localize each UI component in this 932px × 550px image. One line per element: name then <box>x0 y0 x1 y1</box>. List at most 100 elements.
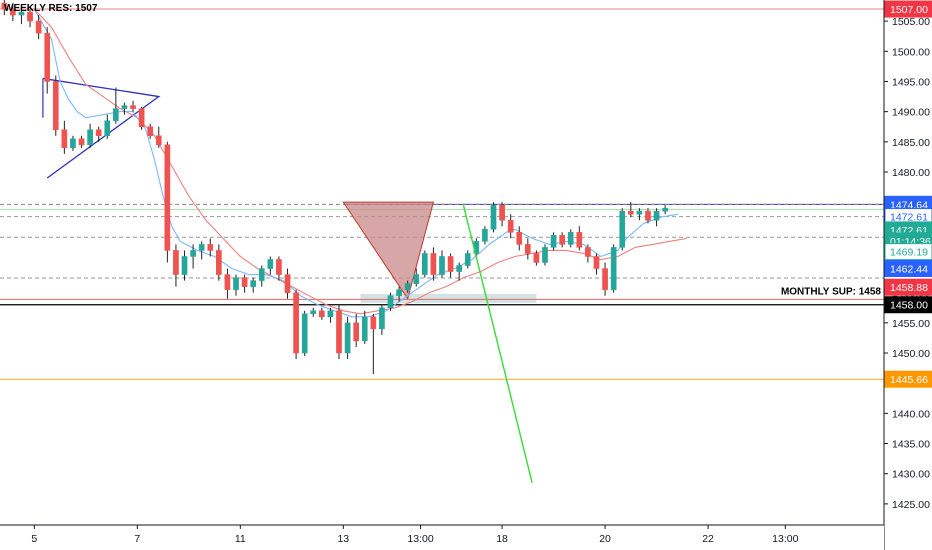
candle-body <box>121 105 128 109</box>
candle-body <box>293 292 299 354</box>
candle-body <box>619 210 626 248</box>
candle-body <box>361 316 368 342</box>
candle-body <box>542 247 548 263</box>
candle-body <box>327 310 334 318</box>
candle-body <box>602 268 608 290</box>
candle-body <box>267 259 274 269</box>
candle-body <box>653 210 660 221</box>
candle-body <box>550 235 557 248</box>
candle-body <box>61 129 68 149</box>
time-tick-label: 18 <box>496 533 508 545</box>
candle-body <box>413 274 420 284</box>
candle-body <box>224 274 231 290</box>
price-tick-label: 1455.00 <box>892 318 930 330</box>
candle-body <box>610 247 617 290</box>
price-badge <box>884 370 932 388</box>
price-tick-label: 1435.00 <box>892 439 930 451</box>
candle-body <box>344 322 351 354</box>
candle-body <box>533 253 540 263</box>
price-badge <box>884 278 932 296</box>
candle-body <box>396 289 402 296</box>
candle-body <box>516 232 523 245</box>
candle-body <box>216 250 222 275</box>
time-tick-label: 13:00 <box>772 533 798 545</box>
price-tick-label: 1500.00 <box>892 46 930 58</box>
price-badge <box>884 243 932 261</box>
candle-body <box>404 283 411 290</box>
price-tick-label: 1480.00 <box>892 167 930 179</box>
price-badge-label: 1458.00 <box>890 300 928 312</box>
candle-body <box>447 256 454 272</box>
candle-body <box>1 2 8 10</box>
candle-body <box>181 256 188 275</box>
candle-body <box>10 8 16 16</box>
time-tick-label: 5 <box>31 533 37 545</box>
candle-body <box>95 129 102 137</box>
candle-body <box>87 129 93 146</box>
candle-body <box>173 250 179 275</box>
candle-body <box>310 310 317 315</box>
candle-body <box>482 229 488 242</box>
candle-body <box>567 232 574 245</box>
time-tick-label: 7 <box>134 533 140 545</box>
candle-body <box>241 277 248 287</box>
projection-line <box>462 205 533 483</box>
candle-body <box>645 210 651 221</box>
price-badge <box>884 260 932 278</box>
triangle-pattern-lines <box>42 77 161 179</box>
candle-body <box>430 253 437 275</box>
price-badge-label: 1458.88 <box>890 282 928 294</box>
candle-body <box>585 247 591 257</box>
candle-body <box>284 274 291 293</box>
price-tick-label: 1440.00 <box>892 408 930 420</box>
time-tick-label: 22 <box>702 533 714 545</box>
price-badge-label: 1507.00 <box>890 4 928 16</box>
candle-body <box>52 81 59 130</box>
candle-body <box>164 144 171 251</box>
time-tick-label: 13 <box>337 533 349 545</box>
candle-body <box>379 307 385 330</box>
candle-body <box>27 11 33 22</box>
candle-body <box>439 256 445 275</box>
candle-body <box>593 256 600 269</box>
candle-body <box>190 250 196 257</box>
candle-body <box>130 105 136 109</box>
price-tick-label: 1490.00 <box>892 107 930 119</box>
price-badge-label: 1462.44 <box>890 264 928 276</box>
candle-body <box>627 210 634 215</box>
candle-body <box>198 244 205 251</box>
weekly-resistance-label: WEEKLY RES: 1507 <box>4 3 98 14</box>
price-badge-label: 1469.19 <box>890 247 928 259</box>
candle-body <box>18 11 25 16</box>
candle-body <box>456 265 462 272</box>
candle-body <box>499 204 505 221</box>
time-tick-label: 20 <box>599 533 611 545</box>
candle-body <box>559 235 565 245</box>
price-badge-label: 1472.61 <box>890 212 928 224</box>
time-tick-label: 13:00 <box>407 533 433 545</box>
price-badge-label: 1445.66 <box>890 374 928 386</box>
monthly-support-zone <box>360 293 537 303</box>
price-tick-label: 1505.00 <box>892 16 930 28</box>
candle-body <box>301 313 308 354</box>
candle-body <box>370 316 377 330</box>
candle-body <box>353 322 359 342</box>
price-badge <box>884 0 932 18</box>
candle-body <box>490 204 497 230</box>
candle-body <box>35 20 42 34</box>
candle-body <box>78 138 85 146</box>
candle-body <box>155 135 162 146</box>
candle-body <box>422 253 428 275</box>
price-tick-label: 1495.00 <box>892 76 930 88</box>
candle-body <box>138 108 145 127</box>
price-tick-label: 1485.00 <box>892 137 930 149</box>
candle-body <box>576 232 583 248</box>
candle-body <box>319 310 325 318</box>
candle-body <box>336 310 342 354</box>
price-tick-label: 1450.00 <box>892 348 930 360</box>
price-badge <box>884 296 932 314</box>
time-axis[interactable] <box>0 525 884 550</box>
candle-body <box>207 244 214 251</box>
